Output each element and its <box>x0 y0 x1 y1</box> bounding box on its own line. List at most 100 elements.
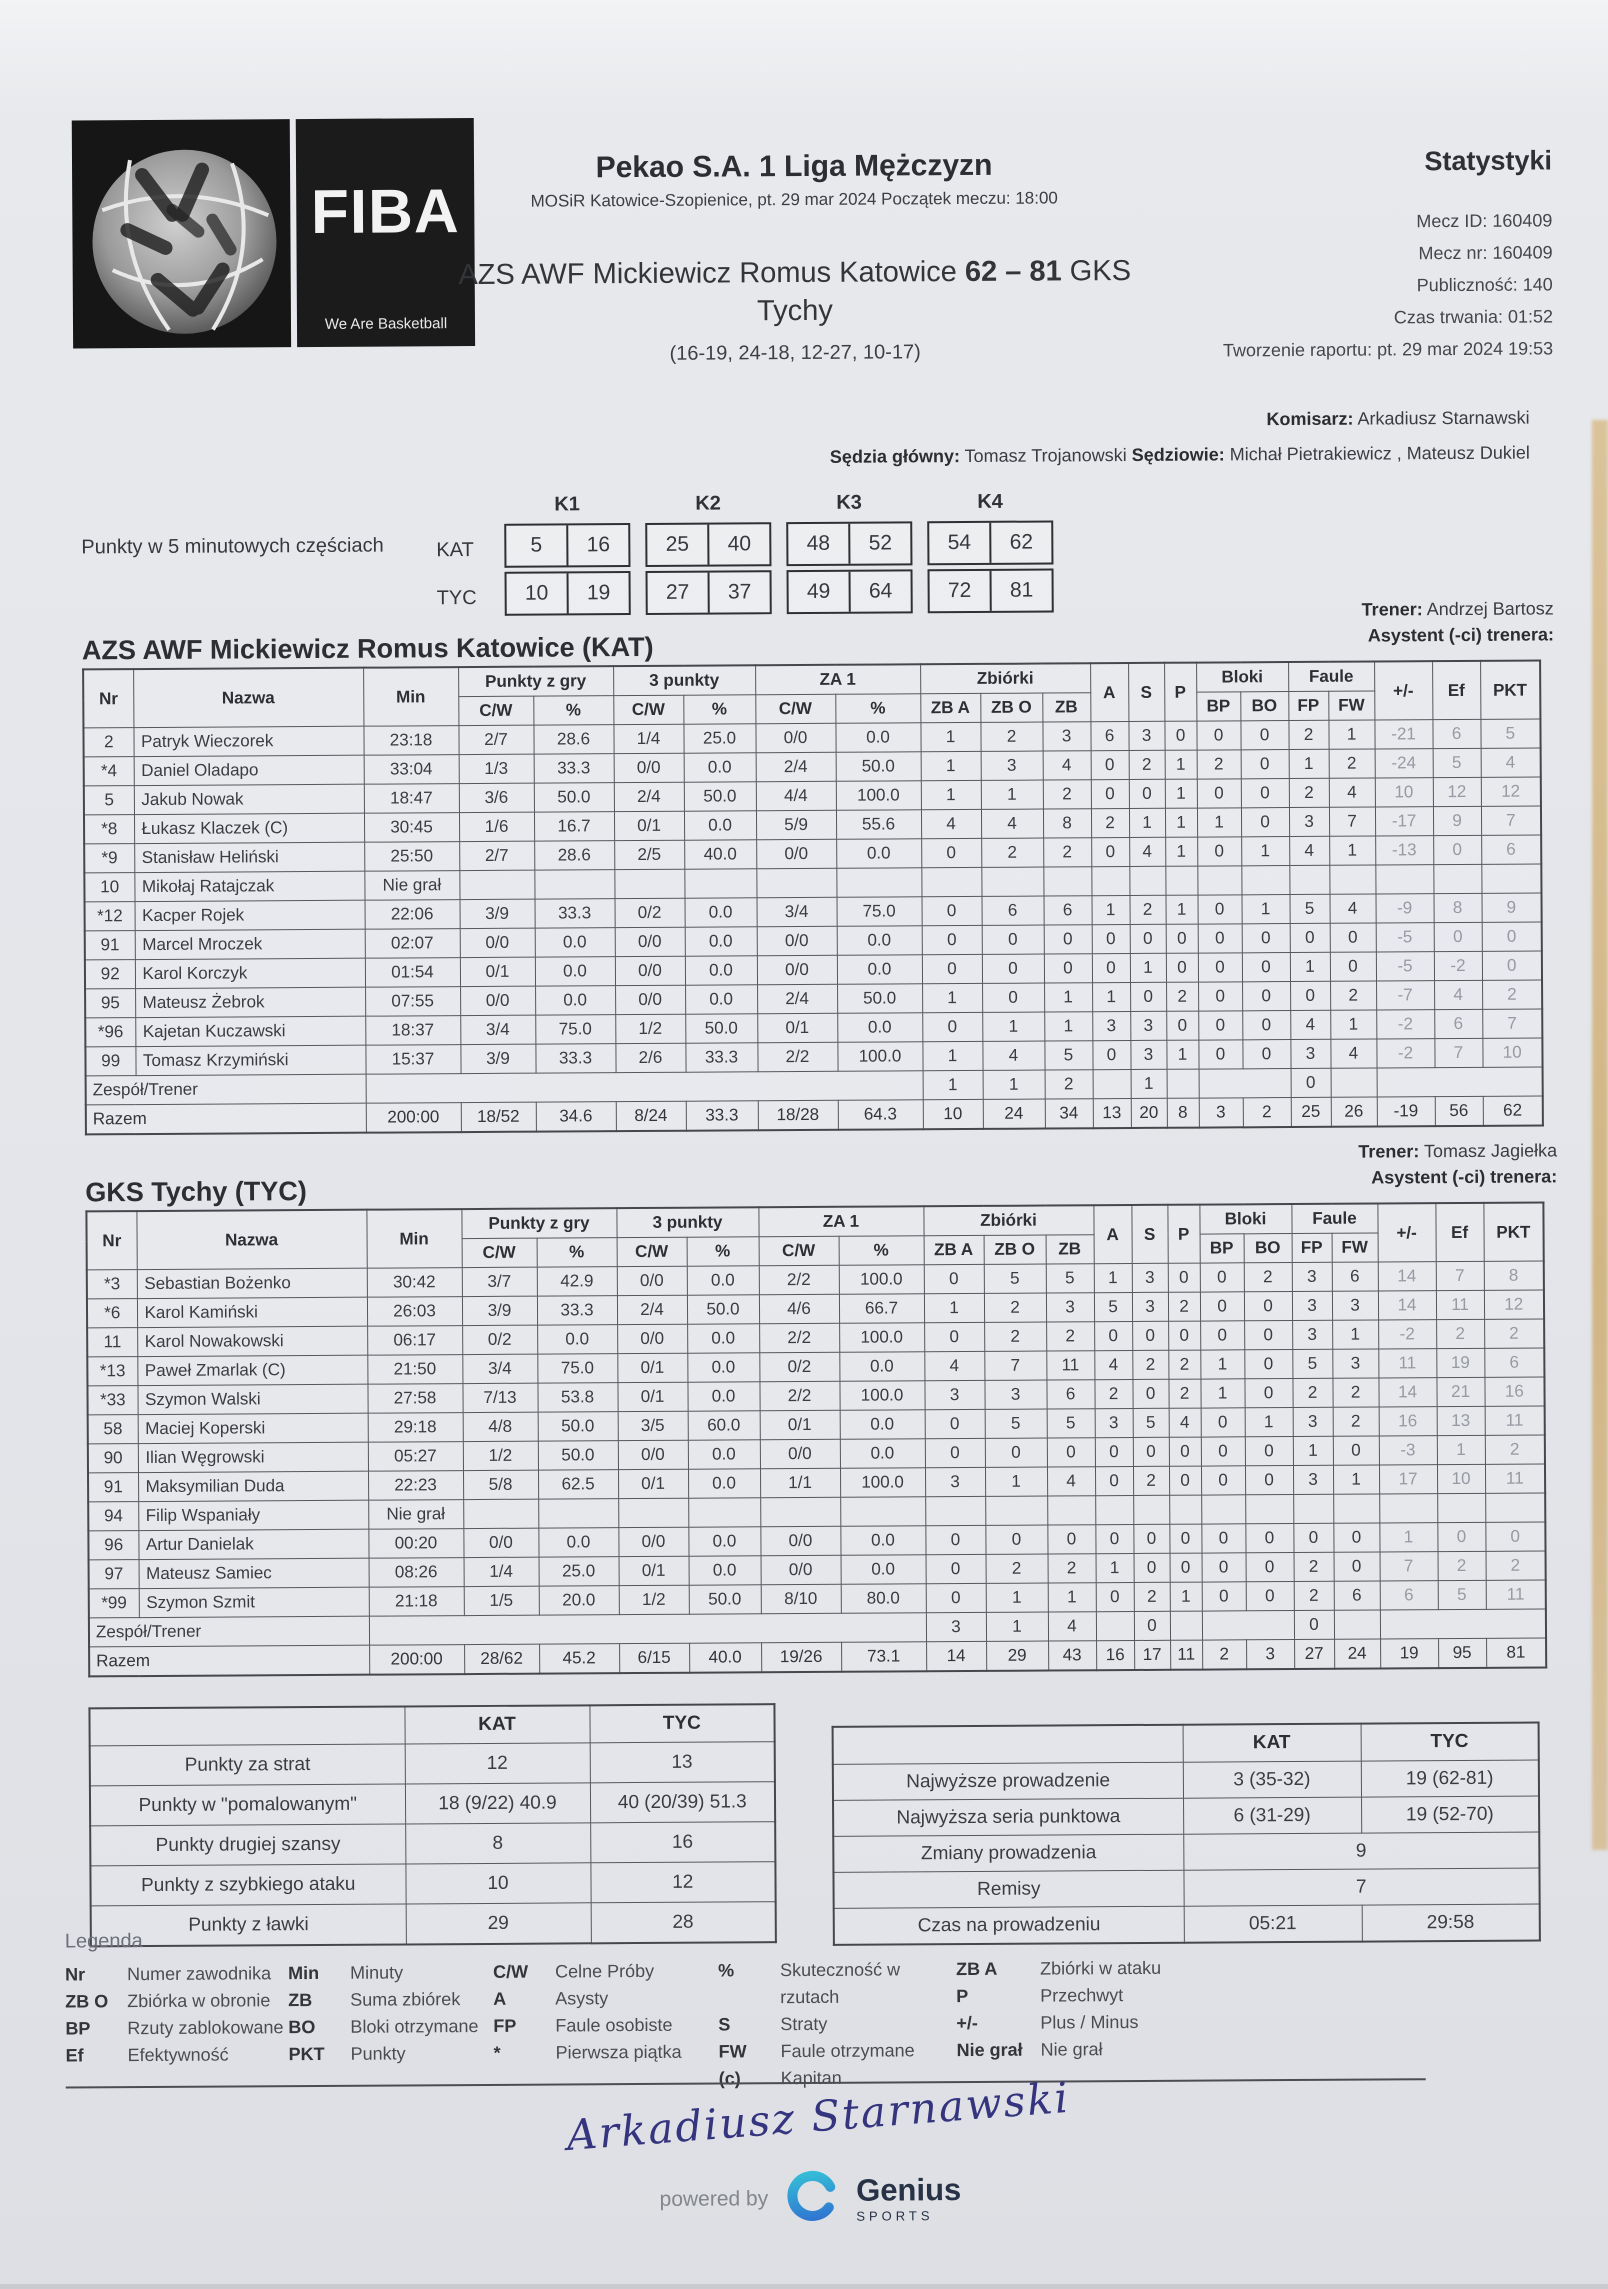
total-cell: 64.3 <box>837 1099 923 1130</box>
stat-cell: 2 <box>981 838 1044 868</box>
col-subheader: BP <box>1199 1233 1244 1264</box>
stat-cell: 0/0 <box>618 1527 689 1557</box>
stat-cell: 3 <box>1130 1040 1167 1070</box>
legend-abbr: FP <box>493 2015 517 2036</box>
col-subheader: % <box>536 1237 617 1268</box>
stat-cell: 2 <box>1167 1292 1201 1322</box>
summary-header-row: KAT TYC <box>832 1722 1539 1765</box>
player-number: 92 <box>84 959 136 989</box>
stat-cell: 0/0 <box>759 1439 840 1469</box>
stat-cell: 100.0 <box>837 1041 923 1072</box>
stat-cell <box>1169 1495 1202 1525</box>
stat-cell: 0 <box>923 1264 984 1294</box>
player-number: *3 <box>86 1269 137 1299</box>
stat-cell: 3 <box>984 1380 1047 1410</box>
player-number: *12 <box>84 901 135 931</box>
legend-desc: Numer zawodnika <box>127 1963 272 1985</box>
player-name-cell: Szymon Walski <box>137 1384 368 1415</box>
legend-desc: Zbiórki w ataku <box>1039 1957 1162 1979</box>
team-title-tyc: GKS Tychy (TYC) <box>85 1176 307 1208</box>
stat-cell: 1 <box>1200 1378 1245 1409</box>
minutes-cell: 01:54 <box>364 957 461 988</box>
stat-cell: 33.3 <box>536 1295 618 1326</box>
legend-entry: ZB Suma zbiórek <box>288 1986 493 2014</box>
stat-cell: 6 <box>1434 1009 1483 1039</box>
stat-cell: 4 <box>1329 894 1376 924</box>
stat-cell: 7/13 <box>462 1383 538 1413</box>
total-cell: 45.2 <box>539 1643 620 1674</box>
stat-cell: 6 <box>1432 719 1481 749</box>
legend-entry: % Skuteczność w rzutach <box>718 1956 956 2011</box>
stat-cell: 2 <box>1484 1434 1546 1465</box>
team-turnovers: 1 <box>1130 1069 1167 1099</box>
stat-cell: 1/2 <box>615 1014 686 1044</box>
team-row-label: Zespół/Trener <box>88 1616 370 1647</box>
stat-cell: 0 <box>1201 1581 1246 1612</box>
stat-cell: 0/0 <box>617 1440 688 1470</box>
stat-cell: 6 <box>1090 721 1129 751</box>
stat-cell: 0/2 <box>614 898 685 928</box>
stat-cell: 0 <box>1242 1039 1291 1069</box>
stat-cell <box>1166 1069 1199 1099</box>
col-nr: Nr <box>83 669 134 728</box>
legend-entry: Nie grał Nie grał <box>956 2035 1216 2064</box>
stat-cell: 2 <box>1330 981 1377 1011</box>
stat-cell: 2/2 <box>759 1323 840 1353</box>
legend-abbr: * <box>493 2042 501 2063</box>
quarter-score-value: 5 <box>530 533 543 557</box>
stat-cell: 0 <box>1293 1523 1334 1553</box>
stat-cell <box>463 1499 539 1529</box>
stat-cell: 0 <box>1290 981 1331 1011</box>
total-cell: 20 <box>1130 1098 1167 1129</box>
stat-cell: 50.0 <box>537 1440 618 1471</box>
stat-cell: 0 <box>1240 778 1289 808</box>
stat-cell: 10 <box>1482 1037 1543 1068</box>
legend-abbr: BP <box>65 2018 91 2039</box>
total-cell: 29 <box>986 1641 1049 1671</box>
stat-cell: 0.0 <box>687 1468 761 1499</box>
total-cell: 2 <box>1202 1639 1247 1670</box>
summary-tyc-value: 19 (52-70) <box>1361 1796 1540 1834</box>
stat-cell: -21 <box>1374 719 1433 750</box>
legend-columns: Nr Numer zawodnika ZB O Zbiórka w obronie BP… <box>65 1953 1526 2097</box>
quarter-period-k2: K2 25 40 27 37 <box>645 492 772 615</box>
stat-cell: 0.0 <box>840 1554 926 1585</box>
stat-cell: 0 <box>1198 981 1243 1012</box>
stat-cell: 2/5 <box>614 840 685 870</box>
summary-team-header: TYC <box>589 1704 775 1743</box>
legend-desc: Asysty <box>555 1988 609 2009</box>
stat-cell: 2 <box>1288 778 1329 808</box>
stat-cell: 2 <box>1437 1551 1486 1581</box>
stat-cell: 11 <box>1484 1405 1545 1436</box>
stat-cell: 0.0 <box>684 955 758 986</box>
total-cell: 10 <box>922 1099 983 1130</box>
stat-cell: 0 <box>1199 1291 1245 1322</box>
stat-cell: 1 <box>1047 1582 1096 1613</box>
col-efficiency: Ef <box>1432 660 1481 720</box>
stat-cell: 0/0 <box>755 723 836 753</box>
col-subheader: ZB A <box>920 693 981 723</box>
coach-label: Trener: <box>1358 1141 1420 1162</box>
col-assists: A <box>1090 663 1129 722</box>
venue-date-line: MOSiR Katowice-Szopienice, pt. 29 mar 20… <box>530 188 1058 211</box>
team-section-kat: AZS AWF Mickiewicz Romus Katowice (KAT) … <box>82 595 1557 1136</box>
col-subheader: FW <box>1331 1232 1378 1263</box>
stat-cell: 7 <box>1480 805 1542 836</box>
legend-column: Nr Numer zawodnika ZB O Zbiórka w obronie BP… <box>65 1960 289 2096</box>
summary-row: Najwyższa seria punktowa 6 (31-29) 19 (52-… <box>833 1796 1540 1837</box>
stat-cell: 75.0 <box>836 896 922 927</box>
col-subheader: ZB A <box>923 1235 984 1265</box>
player-name-cell: Kajetan Kuczawski <box>135 1016 366 1047</box>
stat-cell: -2 <box>1376 1009 1435 1040</box>
team-row-label: Zespół/Trener <box>85 1074 366 1105</box>
stat-cell: 3 <box>1291 1291 1333 1321</box>
stat-cell: 0.0 <box>840 1525 926 1556</box>
stat-cell: 33.3 <box>533 753 614 784</box>
stat-cell: 0 <box>1043 953 1093 984</box>
stat-cell: 1 <box>1436 1435 1486 1465</box>
stat-cell: 50.0 <box>537 1411 618 1442</box>
col-subheader: ZB <box>1042 692 1091 723</box>
stat-cell: 3/5 <box>617 1411 688 1441</box>
stat-cell: 0 <box>1197 894 1242 925</box>
stat-cell: 1 <box>1129 808 1166 838</box>
